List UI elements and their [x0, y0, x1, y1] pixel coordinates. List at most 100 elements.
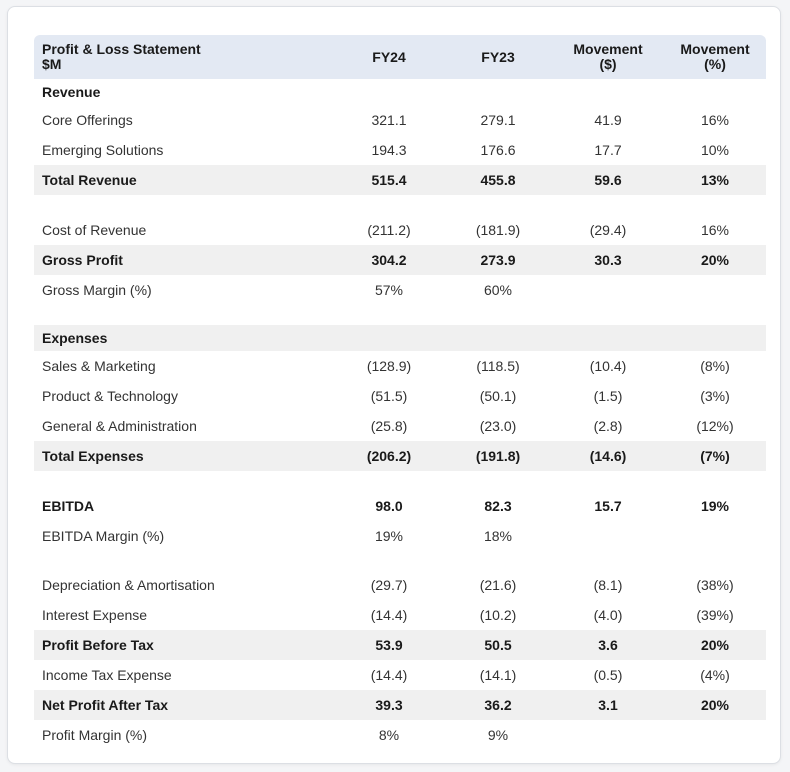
statement-card: Profit & Loss Statement $M FY24 FY23 Mov…: [7, 6, 781, 764]
cell-fy24: 515.4: [334, 165, 444, 195]
cell-fy23: 60%: [483, 282, 513, 298]
table-header: Profit & Loss Statement $M FY24 FY23 Mov…: [34, 35, 766, 79]
spacer-row: [34, 471, 766, 491]
cell-fy24: (211.2): [367, 222, 411, 238]
row-profit-before-tax: Profit Before Tax 53.9 50.5 3.6 20%: [34, 630, 766, 660]
header-movement-abs: Movement ($): [552, 35, 664, 79]
header-title-line2: $M: [42, 56, 62, 72]
row-label: Gross Margin (%): [42, 282, 152, 298]
section-expenses: Expenses: [34, 325, 766, 351]
cell-movement-abs: (29.4): [589, 222, 627, 238]
row-label: Total Revenue: [34, 165, 334, 195]
header-title-line1: Profit & Loss Statement: [42, 41, 201, 57]
cell-fy24: 39.3: [334, 690, 444, 720]
cell-movement-pct: 10%: [700, 142, 730, 158]
row-label: EBITDA: [42, 498, 95, 514]
cell-movement-pct: 19%: [700, 498, 730, 514]
cell-fy24: (14.4): [370, 667, 408, 683]
row-label: Profit Margin (%): [42, 727, 148, 743]
cell-movement-pct: 16%: [700, 222, 730, 238]
row-ebitda-margin: EBITDA Margin (%) 19% 18%: [34, 521, 766, 551]
cell-movement-abs: (4.0): [593, 607, 623, 623]
cell-movement-pct: (8%): [700, 358, 730, 374]
cell-movement-abs: 41.9: [594, 112, 622, 128]
cell-movement-pct: (3%): [700, 388, 730, 404]
cell-movement-abs: (0.5): [593, 667, 623, 683]
row-label: Gross Profit: [34, 245, 334, 275]
cell-fy24: (25.8): [370, 418, 408, 434]
cell-movement-abs: 59.6: [552, 165, 664, 195]
row-total-expenses: Total Expenses (206.2) (191.8) (14.6) (7…: [34, 441, 766, 471]
header-row: Profit & Loss Statement $M FY24 FY23 Mov…: [34, 35, 766, 79]
cell-movement-pct: (12%): [696, 418, 734, 434]
cell-movement-abs: 30.3: [552, 245, 664, 275]
cell-fy23: 50.5: [444, 630, 552, 660]
cell-movement-pct: 20%: [664, 245, 766, 275]
header-fy24: FY24: [334, 35, 444, 79]
cell-fy23: (50.1): [479, 388, 517, 404]
header-title: Profit & Loss Statement $M: [34, 35, 334, 79]
row-label: Core Offerings: [42, 112, 133, 128]
cell-fy23: (191.8): [444, 441, 552, 471]
row-label: Net Profit After Tax: [34, 690, 334, 720]
cell-fy24: (29.7): [370, 577, 408, 593]
row-label: Cost of Revenue: [42, 222, 147, 238]
spacer-row: [34, 305, 766, 325]
section-title: Revenue: [42, 84, 101, 100]
cell-fy23: 279.1: [480, 112, 516, 128]
row-npat: Net Profit After Tax 39.3 36.2 3.1 20%: [34, 690, 766, 720]
cell-movement-pct: (39%): [696, 607, 734, 623]
cell-fy24: 53.9: [334, 630, 444, 660]
cell-movement-abs: (2.8): [593, 418, 623, 434]
cell-movement-abs: (8.1): [593, 577, 623, 593]
header-movement-pct-line2: (%): [704, 56, 726, 72]
cell-movement-pct: 16%: [700, 112, 730, 128]
cell-movement-pct: (7%): [664, 441, 766, 471]
cell-movement-abs: 17.7: [594, 142, 622, 158]
cell-fy23: 82.3: [484, 498, 512, 514]
cell-fy23: 455.8: [444, 165, 552, 195]
row-label: Total Expenses: [34, 441, 334, 471]
cell-movement-pct: 20%: [664, 630, 766, 660]
header-fy23: FY23: [444, 35, 552, 79]
row-cost-of-revenue: Cost of Revenue (211.2) (181.9) (29.4) 1…: [34, 215, 766, 245]
cell-fy23: (21.6): [479, 577, 517, 593]
cell-movement-pct: [664, 521, 766, 551]
row-product-technology: Product & Technology (51.5) (50.1) (1.5)…: [34, 381, 766, 411]
row-sales-marketing: Sales & Marketing (128.9) (118.5) (10.4)…: [34, 351, 766, 381]
cell-fy23: 9%: [487, 727, 509, 743]
cell-fy24: (51.5): [370, 388, 408, 404]
cell-movement-abs: [552, 275, 664, 305]
cell-fy24: (128.9): [366, 358, 412, 374]
cell-movement-abs: 3.1: [552, 690, 664, 720]
section-revenue: Revenue: [34, 79, 766, 105]
row-emerging-solutions: Emerging Solutions 194.3 176.6 17.7 10%: [34, 135, 766, 165]
cell-fy23: (10.2): [479, 607, 517, 623]
cell-movement-abs: 15.7: [594, 498, 622, 514]
cell-fy23: (23.0): [479, 418, 517, 434]
cell-fy23: 273.9: [444, 245, 552, 275]
cell-fy24: 57%: [374, 282, 404, 298]
row-general-admin: General & Administration (25.8) (23.0) (…: [34, 411, 766, 441]
row-income-tax: Income Tax Expense (14.4) (14.1) (0.5) (…: [34, 660, 766, 690]
cell-fy24: 194.3: [371, 142, 407, 158]
table-body: Revenue Core Offerings 321.1 279.1 41.9 …: [34, 79, 766, 750]
row-gross-profit: Gross Profit 304.2 273.9 30.3 20%: [34, 245, 766, 275]
row-label: Profit Before Tax: [34, 630, 334, 660]
cell-movement-pct: (38%): [696, 577, 734, 593]
cell-movement-abs: [552, 521, 664, 551]
cell-fy23: (181.9): [475, 222, 521, 238]
cell-fy23: 176.6: [480, 142, 516, 158]
row-label: Emerging Solutions: [42, 142, 164, 158]
row-ebitda: EBITDA 98.0 82.3 15.7 19%: [34, 491, 766, 521]
cell-movement-abs: (14.6): [552, 441, 664, 471]
cell-fy23: 36.2: [444, 690, 552, 720]
header-movement-abs-line1: Movement: [573, 41, 643, 57]
cell-fy24: 321.1: [371, 112, 407, 128]
profit-loss-table: Profit & Loss Statement $M FY24 FY23 Mov…: [34, 35, 766, 750]
row-core-offerings: Core Offerings 321.1 279.1 41.9 16%: [34, 105, 766, 135]
cell-fy24: 8%: [378, 727, 400, 743]
cell-movement-abs: (1.5): [593, 388, 623, 404]
cell-fy23: (14.1): [479, 667, 517, 683]
row-profit-margin: Profit Margin (%) 8% 9%: [34, 720, 766, 750]
